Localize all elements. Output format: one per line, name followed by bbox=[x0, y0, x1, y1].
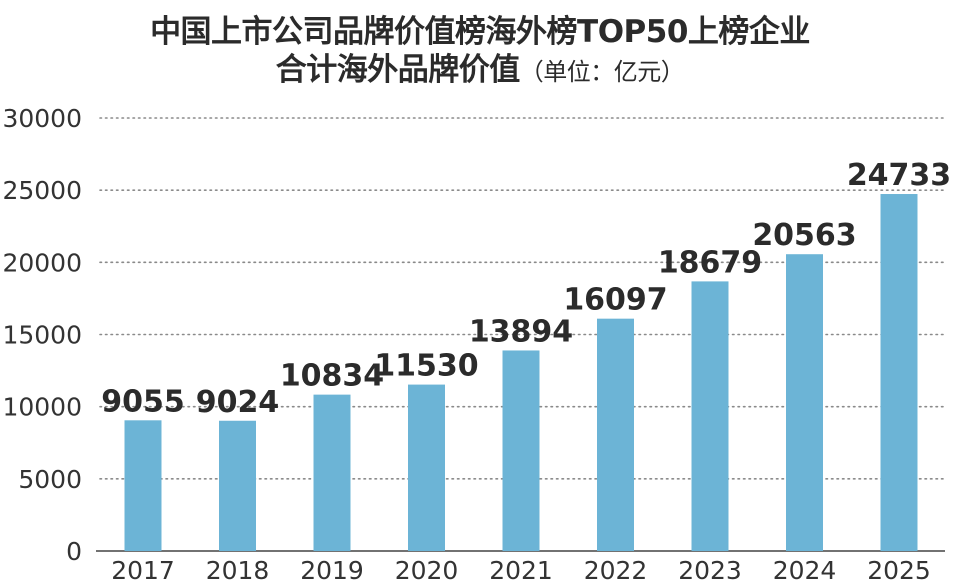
bar-value-label: 20563 bbox=[752, 218, 856, 253]
bar bbox=[219, 420, 256, 551]
y-tick-label: 0 bbox=[66, 537, 82, 566]
y-tick-label: 5000 bbox=[18, 465, 82, 494]
bar bbox=[880, 194, 918, 551]
bar-value-label: 16097 bbox=[563, 283, 667, 318]
bar-value-label: 10834 bbox=[280, 359, 384, 394]
y-tick-label: 15000 bbox=[2, 321, 82, 350]
bar-value-label: 9024 bbox=[196, 385, 280, 420]
bar-value-label: 9055 bbox=[101, 384, 185, 419]
chart-title-line-2: 合计海外品牌价值（单位：亿元） bbox=[0, 44, 960, 89]
x-tick-label: 2023 bbox=[678, 556, 742, 582]
x-tick-label: 2021 bbox=[489, 556, 553, 582]
bar bbox=[408, 384, 445, 551]
x-tick-label: 2018 bbox=[206, 556, 270, 582]
x-tick-label: 2019 bbox=[300, 556, 364, 582]
bar-value-label: 18679 bbox=[658, 245, 762, 280]
bar bbox=[313, 394, 351, 551]
bar bbox=[691, 281, 729, 551]
chart-title-line-2-text: 合计海外品牌价值 bbox=[275, 52, 521, 88]
y-tick-label: 10000 bbox=[2, 393, 82, 422]
chart-title-unit: （单位：亿元） bbox=[519, 58, 685, 86]
x-tick-label: 2025 bbox=[867, 556, 931, 582]
bar bbox=[786, 254, 823, 551]
y-tick-label: 25000 bbox=[2, 176, 82, 205]
bar bbox=[502, 350, 540, 551]
x-tick-label: 2017 bbox=[111, 556, 175, 582]
bar-value-label: 11530 bbox=[374, 349, 478, 384]
bar-value-label: 24733 bbox=[847, 158, 951, 193]
chart-title-line-1: 中国上市公司品牌价值榜海外榜TOP50上榜企业 bbox=[150, 14, 810, 50]
y-tick-label: 30000 bbox=[2, 104, 82, 133]
x-tick-label: 2020 bbox=[395, 556, 459, 582]
bar bbox=[597, 318, 634, 551]
bar-value-label: 13894 bbox=[469, 314, 573, 349]
x-tick-label: 2022 bbox=[584, 556, 648, 582]
bar bbox=[124, 420, 162, 551]
x-tick-label: 2024 bbox=[773, 556, 837, 582]
y-tick-label: 20000 bbox=[2, 248, 82, 277]
